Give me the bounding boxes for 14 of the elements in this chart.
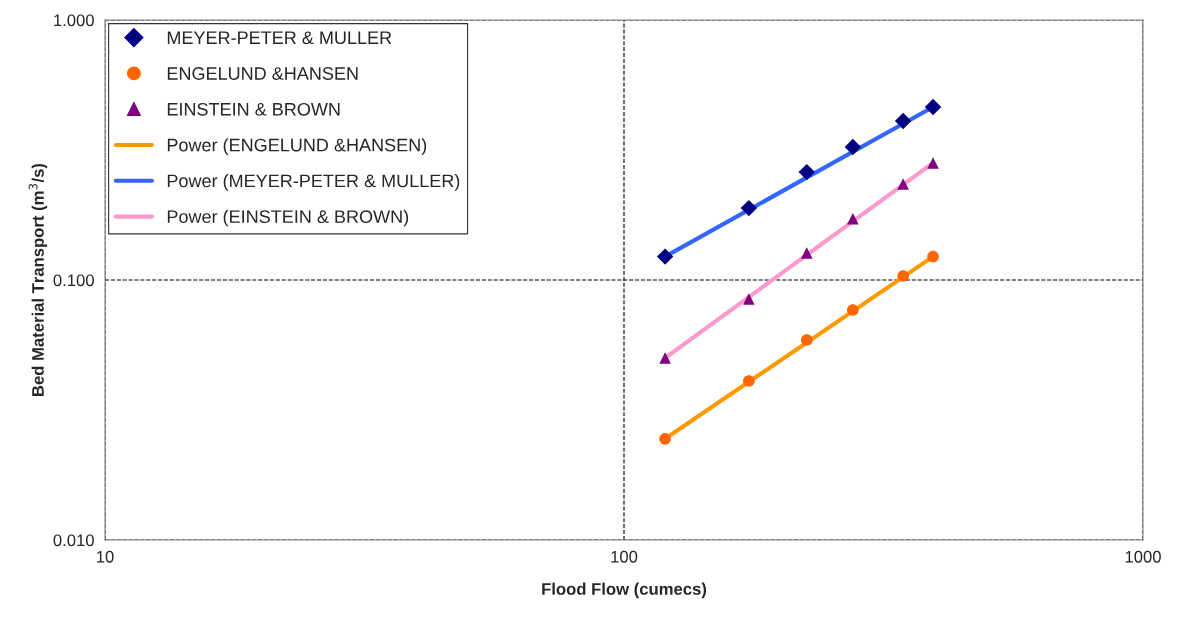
y-tick-label: 1.000 xyxy=(54,14,94,27)
legend-label: Power (MEYER-PETER & MULLER) xyxy=(167,173,460,191)
y-tick-label: 0.010 xyxy=(53,534,94,547)
y-tick-label: 0.100 xyxy=(53,274,94,287)
x-tick-label: 100 xyxy=(611,550,638,563)
x-tick-label: 1000 xyxy=(1125,550,1161,563)
legend-label: ENGELUND &HANSEN xyxy=(167,67,358,80)
legend-label: EINSTEIN & BROWN xyxy=(167,102,340,116)
legend-label: Power (EINSTEIN & BROWN) xyxy=(167,209,409,227)
legend-label: MEYER-PETER & MULLER xyxy=(167,31,392,45)
legend-label: Power (ENGELUND &HANSEN) xyxy=(167,138,427,156)
y-axis-title: Bed Material Transport (m$^{3}$/s) xyxy=(28,163,48,396)
x-axis-title: Flood Flow (cumecs) xyxy=(542,582,707,599)
x-tick-label: 10 xyxy=(97,550,114,563)
